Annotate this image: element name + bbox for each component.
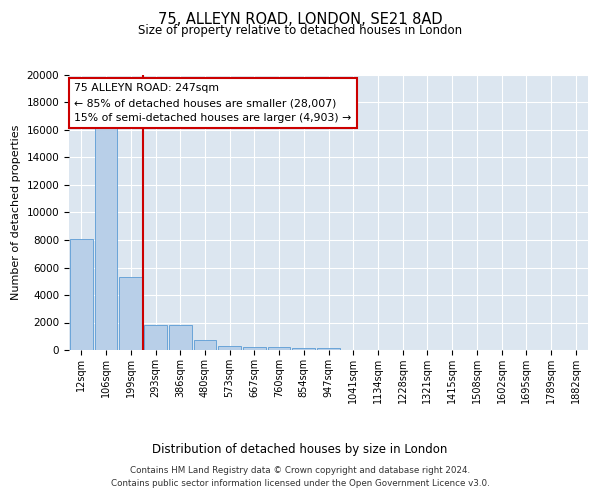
Bar xyxy=(70,238,93,350)
Text: 75, ALLEYN ROAD, LONDON, SE21 8AD: 75, ALLEYN ROAD, LONDON, SE21 8AD xyxy=(158,12,442,28)
Text: 75 ALLEYN ROAD: 247sqm
← 85% of detached houses are smaller (28,007)
15% of semi: 75 ALLEYN ROAD: 247sqm ← 85% of detached… xyxy=(74,83,352,123)
Bar xyxy=(218,346,241,350)
Text: Contains HM Land Registry data © Crown copyright and database right 2024.
Contai: Contains HM Land Registry data © Crown c… xyxy=(110,466,490,487)
Text: Distribution of detached houses by size in London: Distribution of detached houses by size … xyxy=(152,442,448,456)
Bar xyxy=(144,324,167,350)
Text: Size of property relative to detached houses in London: Size of property relative to detached ho… xyxy=(138,24,462,37)
Bar xyxy=(95,123,118,350)
Bar xyxy=(268,347,290,350)
Bar xyxy=(194,340,216,350)
Bar xyxy=(119,277,142,350)
Y-axis label: Number of detached properties: Number of detached properties xyxy=(11,125,21,300)
Bar xyxy=(243,347,266,350)
Bar xyxy=(169,324,191,350)
Bar xyxy=(292,348,315,350)
Bar xyxy=(317,348,340,350)
